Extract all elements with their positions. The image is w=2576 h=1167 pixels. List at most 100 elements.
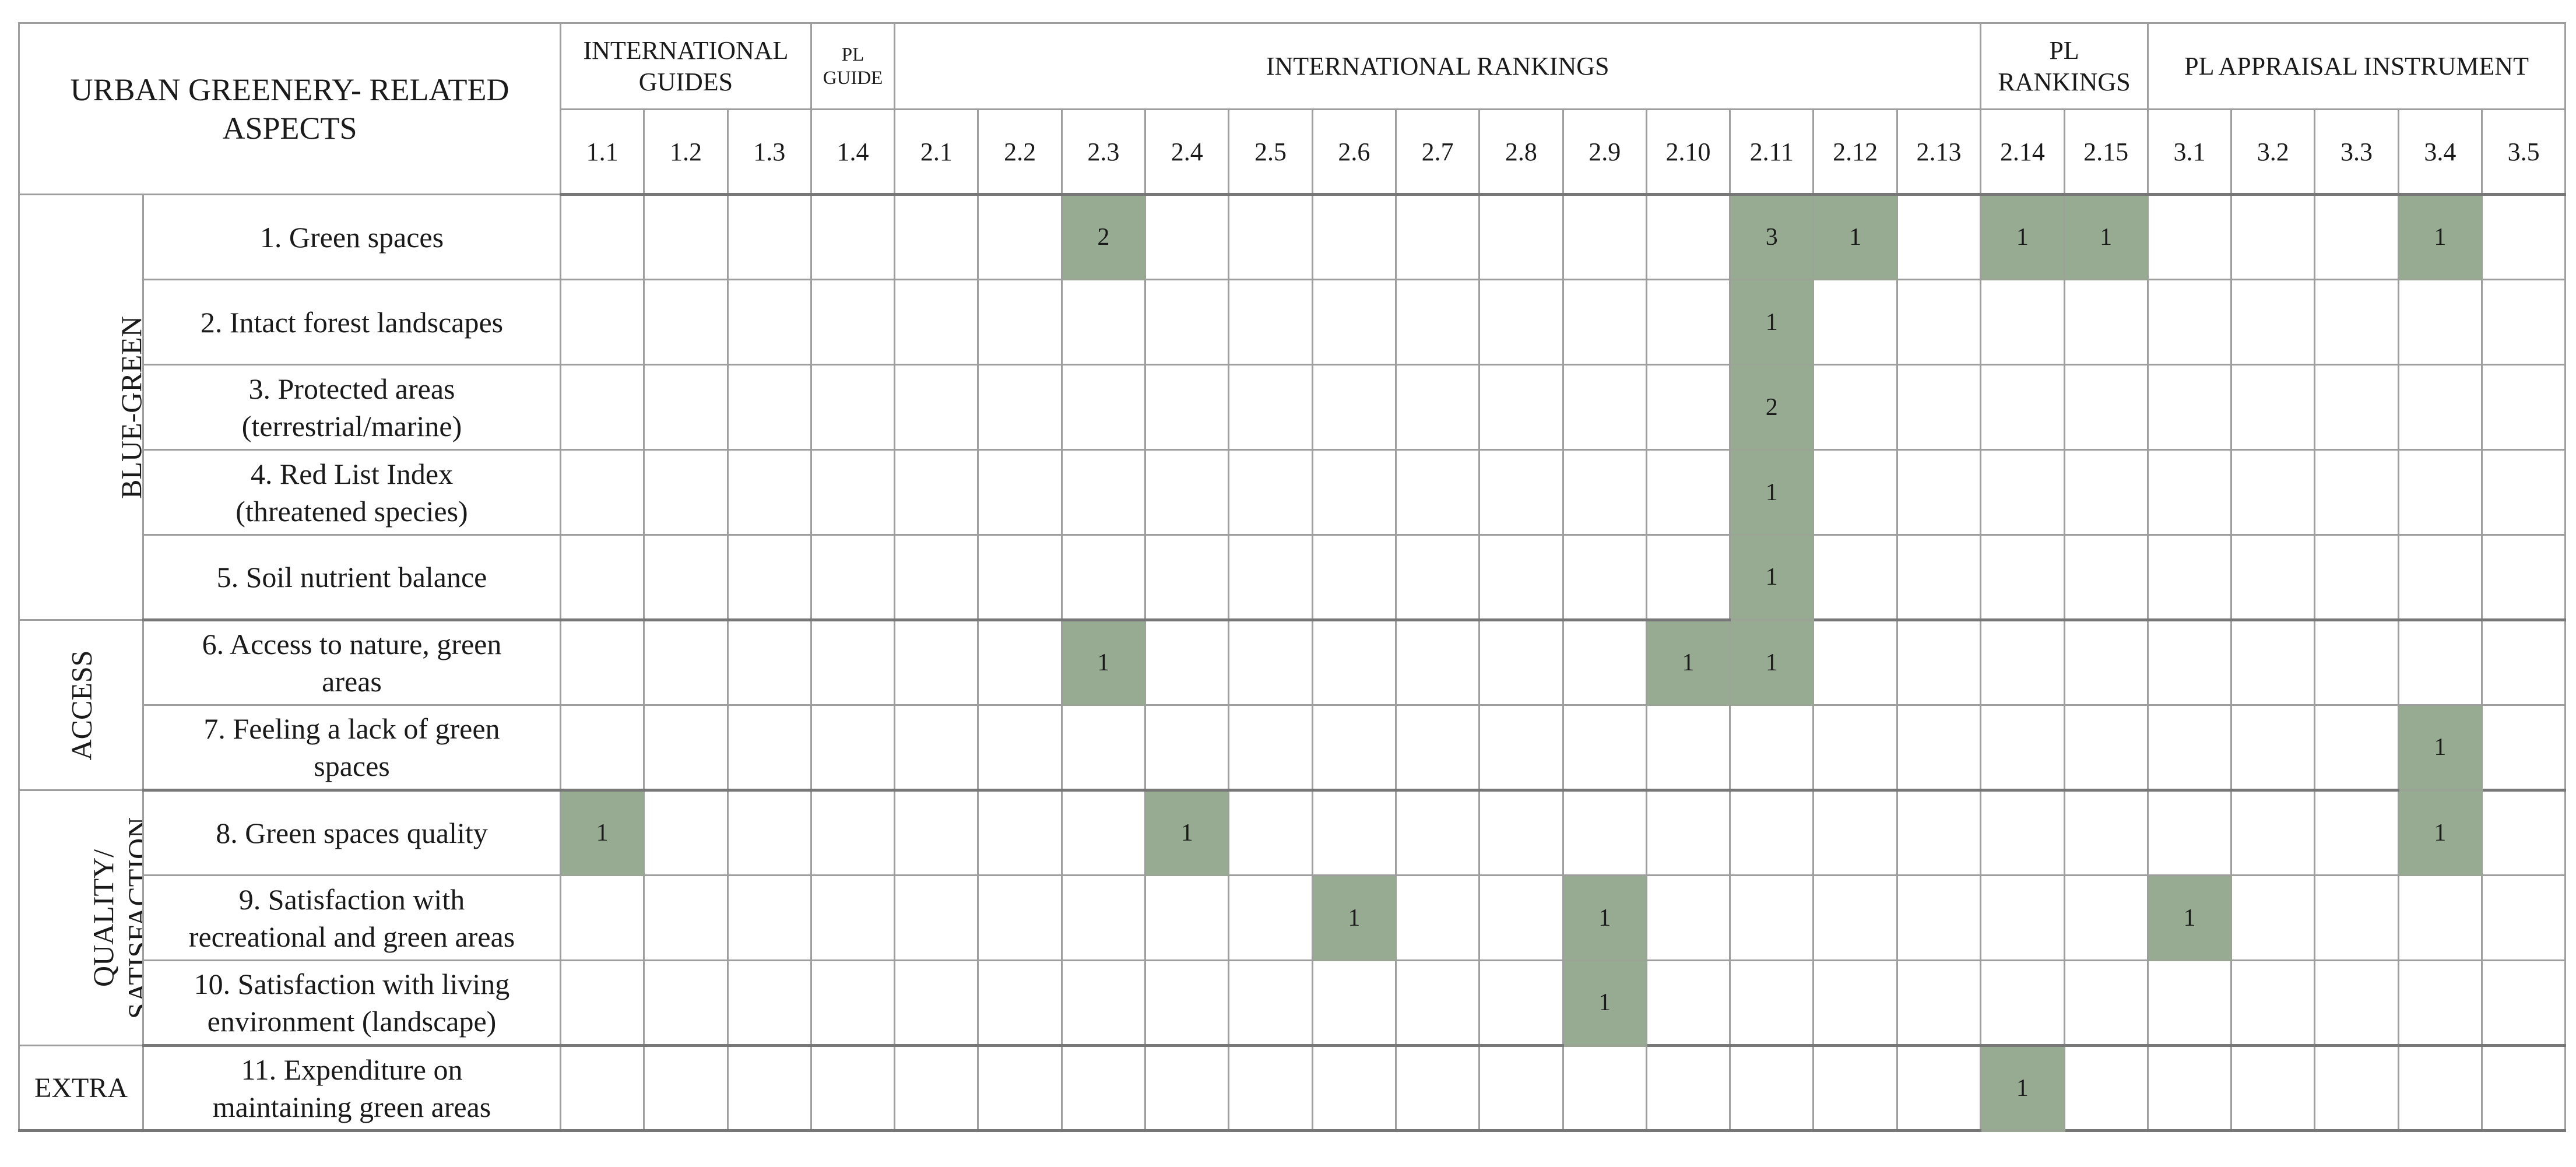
table-row: BLUE-GREENINFRASTRUCTURE 1. Green spaces 2… — [18, 194, 2567, 621]
empty-cell — [1896, 874, 1982, 961]
value-cell: 1 — [1729, 534, 1815, 621]
empty-cell — [2146, 534, 2233, 621]
empty-cell — [1896, 1045, 1982, 1132]
empty-cell — [1060, 704, 1147, 792]
table-row: 2. Intact forest landscapes 1 — [19, 279, 2567, 365]
aspect-label-line: 3. Protected areas — [248, 372, 455, 405]
value-cell: 1 — [1562, 874, 1647, 961]
empty-cell — [643, 279, 729, 365]
empty-cell — [1812, 619, 1898, 706]
empty-cell — [2146, 194, 2233, 280]
empty-cell — [1478, 959, 1564, 1047]
empty-cell — [2146, 364, 2233, 451]
aspect-label-line: 7. Feeling a lack of green — [203, 712, 500, 745]
empty-cell — [810, 704, 896, 792]
empty-cell — [1228, 364, 1313, 451]
column-code: 1.3 — [726, 108, 812, 196]
table-row: 5. Soil nutrient balance 1 — [19, 534, 2567, 621]
column-code: 2.12 — [1812, 108, 1898, 196]
empty-cell — [1896, 789, 1982, 876]
column-code: 1.2 — [643, 108, 729, 196]
empty-cell — [977, 534, 1063, 621]
empty-cell — [559, 619, 645, 706]
empty-cell — [559, 279, 645, 365]
empty-cell — [643, 1045, 729, 1132]
category-label: ACCESS — [18, 619, 144, 791]
table-row: 3. Protected areas (terrestrial/marine) 2 — [19, 364, 2567, 451]
empty-cell — [894, 279, 979, 365]
group-header: INTERNATIONAL GUIDES — [560, 22, 812, 110]
column-code: 1.4 — [810, 108, 896, 196]
aspect-label: 1. Green spaces — [142, 194, 561, 280]
empty-cell — [559, 1045, 645, 1132]
table-row: 10. Satisfaction with living environment … — [19, 959, 2567, 1047]
empty-cell — [1394, 789, 1481, 876]
group-header-line: GUIDES — [638, 67, 733, 96]
empty-cell — [1896, 619, 1982, 706]
group-header-line: PL APPRAISAL INSTRUMENT — [2184, 51, 2529, 80]
empty-cell — [1311, 704, 1397, 792]
aspect-label-line: environment (landscape) — [207, 1005, 497, 1038]
corner-title-line1: URBAN GREENERY- RELATED — [70, 72, 509, 107]
category-label-line: QUALITY/ — [87, 849, 120, 987]
empty-cell — [2230, 789, 2316, 876]
category-label-line: EXTRA — [34, 1072, 128, 1103]
empty-cell — [2480, 279, 2567, 365]
category-label: BLUE-GREENINFRASTRUCTURE — [18, 194, 144, 621]
aspect-label: 2. Intact forest landscapes — [142, 279, 561, 365]
empty-cell — [2397, 364, 2483, 451]
empty-cell — [1896, 364, 1982, 451]
value-cell: 1 — [1729, 279, 1815, 365]
aspect-label: 9. Satisfaction with recreational and gre… — [142, 874, 561, 961]
empty-cell — [1478, 1045, 1564, 1132]
empty-cell — [2314, 789, 2399, 876]
empty-cell — [1311, 1045, 1397, 1132]
empty-cell — [1228, 789, 1313, 876]
empty-cell — [1980, 619, 2065, 706]
empty-cell — [2314, 959, 2399, 1047]
empty-cell — [1228, 874, 1313, 961]
empty-cell — [1478, 534, 1564, 621]
empty-cell — [1394, 619, 1481, 706]
value-cell: 2 — [1060, 194, 1147, 280]
empty-cell — [1144, 619, 1230, 706]
empty-cell — [2063, 619, 2149, 706]
empty-cell — [2314, 279, 2399, 365]
empty-cell — [726, 959, 812, 1047]
empty-cell — [643, 449, 729, 536]
empty-cell — [2230, 1045, 2316, 1132]
greenery-matrix-container: URBAN GREENERY- RELATED ASPECTS INTERNAT… — [18, 22, 2567, 1132]
empty-cell — [559, 364, 645, 451]
empty-cell — [977, 789, 1063, 876]
empty-cell — [1311, 619, 1397, 706]
aspect-label: 5. Soil nutrient balance — [142, 534, 561, 621]
empty-cell — [643, 959, 729, 1047]
empty-cell — [1228, 194, 1313, 280]
empty-cell — [2063, 449, 2149, 536]
empty-cell — [894, 194, 979, 280]
empty-cell — [1478, 449, 1564, 536]
group-header-line: GUIDE — [823, 67, 883, 89]
group-header-line: PL — [841, 44, 864, 65]
table-row: QUALITY/SATISFACTION 8. Green spaces qual… — [18, 789, 2567, 1046]
empty-cell — [2146, 704, 2233, 792]
empty-cell — [2230, 704, 2316, 792]
empty-cell — [2480, 194, 2567, 280]
empty-cell — [2480, 959, 2567, 1047]
column-code: 2.9 — [1562, 108, 1647, 196]
empty-cell — [1478, 279, 1564, 365]
empty-cell — [2397, 279, 2483, 365]
empty-cell — [1478, 364, 1564, 451]
category-label-line: SATISFACTION — [122, 817, 143, 1019]
column-code: 2.10 — [1645, 108, 1731, 196]
empty-cell — [1394, 704, 1481, 792]
category-label: QUALITY/SATISFACTION — [18, 789, 144, 1046]
column-code: 2.2 — [977, 108, 1063, 196]
empty-cell — [1311, 534, 1397, 621]
corner-title: URBAN GREENERY- RELATED ASPECTS — [18, 22, 561, 195]
empty-cell — [1060, 449, 1147, 536]
column-code: 3.5 — [2480, 108, 2567, 196]
column-code: 3.1 — [2146, 108, 2233, 196]
empty-cell — [1060, 534, 1147, 621]
empty-cell — [2063, 534, 2149, 621]
